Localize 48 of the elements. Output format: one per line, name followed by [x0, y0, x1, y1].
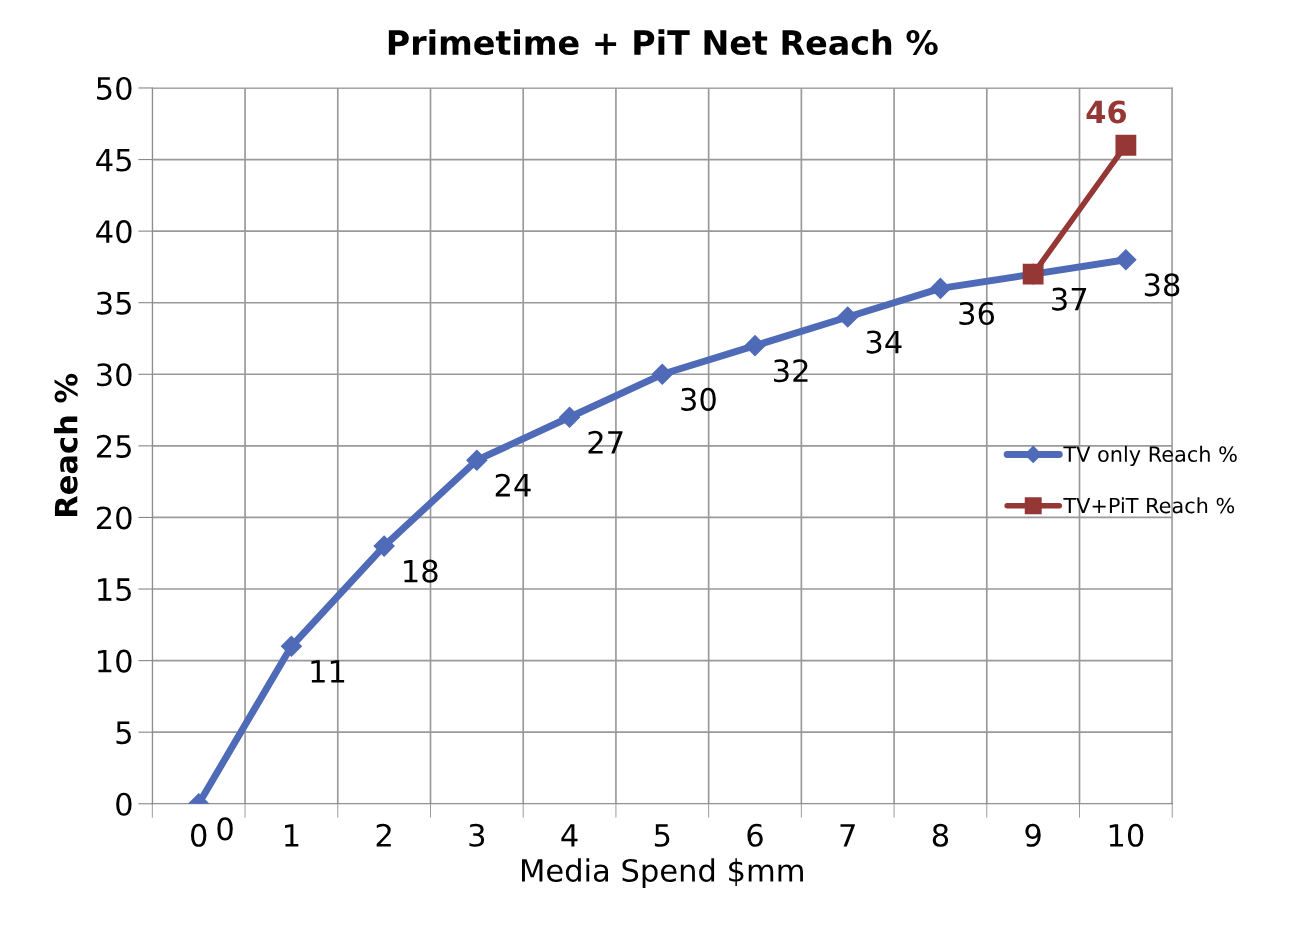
y-tick-label: 5: [116, 721, 131, 745]
point: [559, 406, 581, 428]
data-label: 30: [681, 387, 716, 411]
point: [1115, 134, 1137, 156]
x-tick-label: 10: [1109, 823, 1144, 847]
y-tick-label: 50: [97, 76, 132, 101]
point: [837, 306, 859, 328]
data-label: 37: [1052, 287, 1087, 311]
data-label: 36: [959, 301, 995, 326]
point: [373, 535, 395, 557]
y-tick-label: 25: [96, 434, 131, 458]
data-label: 11: [311, 660, 345, 683]
x-axis-title: Media Spend $mm: [522, 858, 803, 888]
x-tick-label: 9: [1025, 823, 1041, 847]
data-label: 27: [588, 430, 623, 454]
x-tick-label: 1: [285, 824, 299, 847]
data-label: 32: [774, 359, 808, 383]
y-tick-label: 20: [96, 506, 132, 530]
y-tick-label: 15: [98, 578, 131, 602]
x-tick-label: 2: [376, 823, 391, 847]
y-tick-label: 45: [96, 148, 131, 172]
data-label: 18: [404, 559, 438, 583]
point: [1115, 249, 1137, 271]
x-tick-label: 6: [747, 823, 763, 847]
point: [280, 635, 302, 657]
x-tick-label: 8: [932, 823, 949, 847]
x-tick-label: 4: [561, 824, 578, 847]
legend-label: TV only Reach %: [1063, 445, 1237, 467]
x-tick-label: 5: [654, 824, 670, 847]
data-label: 38: [1144, 273, 1180, 297]
data-label: 24: [495, 473, 531, 497]
x-tick-label: 0: [190, 823, 207, 847]
legend-label: TV+PiT Reach %: [1063, 497, 1235, 514]
data-label: 34: [866, 330, 902, 354]
y-tick-label: 10: [98, 649, 132, 673]
y-tick-label: 30: [97, 363, 132, 387]
data-label: 46: [1086, 100, 1127, 124]
y-axis-title: Reach %: [54, 373, 78, 517]
y-tick-label: 35: [97, 291, 131, 315]
point: [651, 363, 673, 385]
y-tick-label: 40: [96, 220, 132, 244]
point: [929, 277, 951, 299]
y-tick-label: 0: [116, 792, 132, 816]
x-tick-label: 3: [469, 823, 485, 847]
x-tick-label: 7: [840, 824, 855, 847]
point: [466, 449, 488, 471]
chart-title: Primetime + PiT Net Reach %: [388, 29, 938, 56]
point: [744, 335, 766, 357]
